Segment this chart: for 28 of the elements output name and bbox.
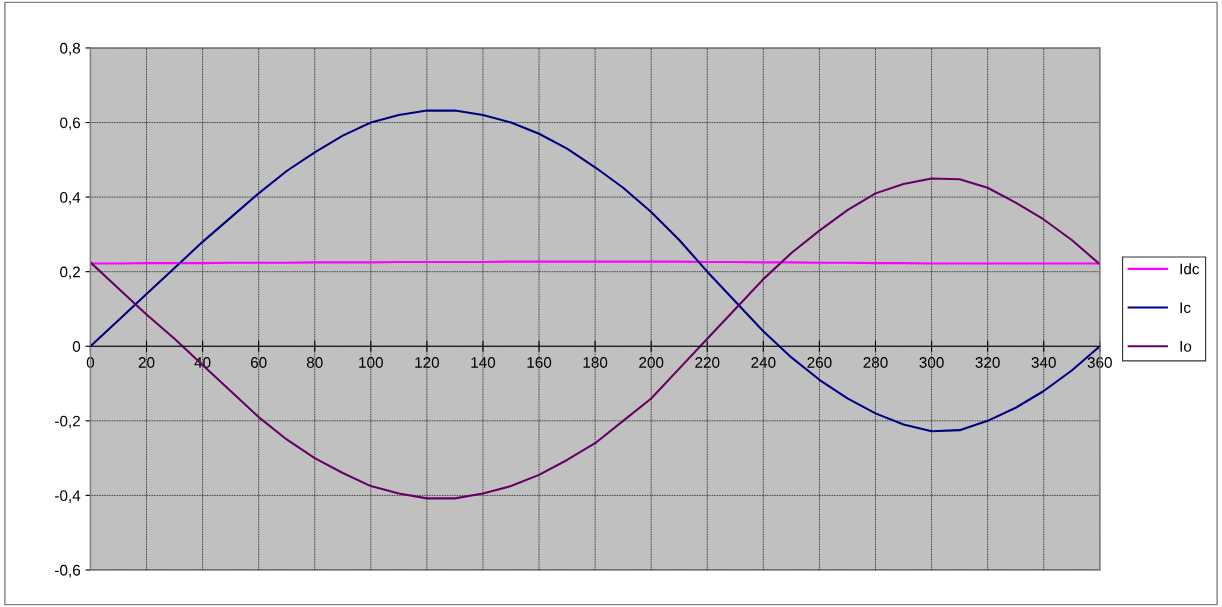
y-tick-label: 0,6 [60, 117, 81, 131]
x-tick-label: 180 [583, 357, 608, 368]
x-tick-label: 240 [751, 357, 776, 368]
x-tick-label: 320 [975, 357, 1000, 368]
legend-label: Ic [1180, 302, 1191, 314]
x-tick-label: 20 [138, 357, 155, 368]
y-tick-label: -0,6 [55, 564, 81, 578]
y-tick-label: 0,8 [60, 42, 81, 56]
x-tick-label: 120 [415, 357, 440, 368]
x-tick-label: 300 [919, 357, 944, 368]
x-tick-label: 140 [471, 357, 496, 368]
y-tick-label: 0,4 [60, 191, 81, 205]
x-tick-label: 220 [695, 357, 720, 368]
x-tick-label: 100 [359, 357, 383, 368]
y-tick-label: -0,2 [55, 415, 80, 429]
y-tick-label: -0,4 [55, 490, 81, 503]
x-tick-label: 200 [639, 357, 664, 368]
x-tick-label: 280 [863, 357, 888, 368]
x-tick-label: 60 [250, 357, 267, 368]
legend-label: Idc [1180, 263, 1200, 275]
x-tick-label: 80 [306, 357, 323, 368]
y-tick-label: 0,2 [60, 266, 80, 280]
x-tick-label: 360 [1087, 357, 1112, 368]
x-tick-label: 160 [527, 357, 552, 368]
y-tick-label: 0 [72, 341, 81, 352]
x-tick-label: 260 [807, 357, 832, 368]
x-tick-label: 340 [1031, 357, 1056, 368]
legend-label: Io [1180, 341, 1192, 352]
